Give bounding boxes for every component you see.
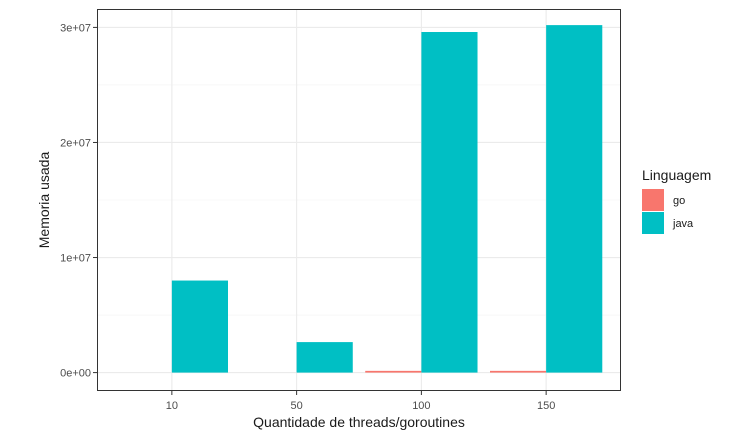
legend-title: Linguagem (642, 167, 711, 183)
y-tick-label: 2e+07 (60, 137, 91, 149)
legend-label-go: go (673, 195, 685, 207)
bar-java-100 (421, 32, 478, 373)
bar-java-150 (546, 25, 603, 373)
bars-group (171, 25, 603, 373)
x-axis-title: Quantidade de threads/goroutines (253, 414, 465, 430)
bar-java-10 (171, 280, 228, 373)
y-axis: 0e+00 1e+07 2e+07 3e+07 (60, 22, 97, 380)
legend: Linguagem go java (642, 167, 711, 234)
legend-label-java: java (672, 218, 694, 230)
y-tick-label: 1e+07 (60, 253, 91, 265)
bar-go-100 (365, 370, 422, 373)
x-tick-label: 50 (290, 400, 302, 412)
plot-border (97, 9, 621, 391)
bar-java-50 (296, 342, 353, 373)
legend-swatch-java (642, 212, 664, 234)
x-tick-label: 150 (537, 400, 555, 412)
y-tick-label: 0e+00 (60, 368, 91, 380)
y-tick-label: 3e+07 (60, 22, 91, 34)
x-tick-label: 10 (166, 400, 178, 412)
y-axis-title: Memoria usada (36, 152, 52, 249)
x-axis: 10 50 100 150 (166, 391, 555, 412)
x-tick-label: 100 (412, 400, 430, 412)
bar-go-150 (490, 370, 547, 373)
legend-swatch-go (642, 189, 664, 211)
